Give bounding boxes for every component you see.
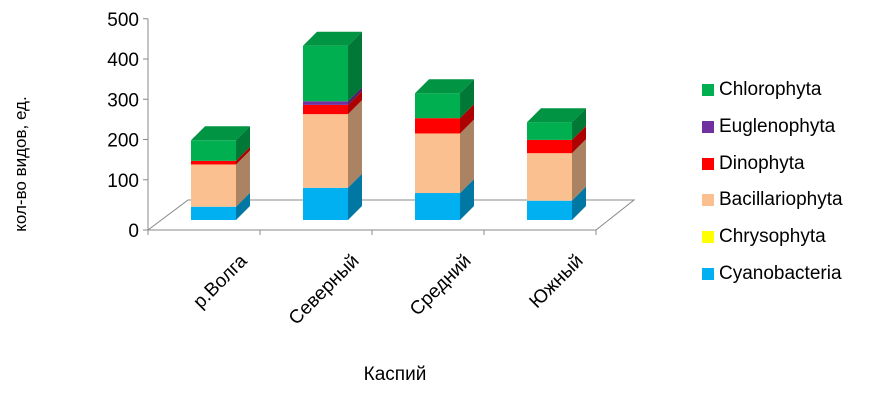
y-tick-label: 100	[107, 171, 139, 192]
legend-swatch	[702, 267, 714, 280]
bar-chlorophyta-front	[303, 45, 348, 102]
legend-item: Euglenophyta	[702, 109, 896, 146]
bar-dinophyta-front	[303, 104, 348, 115]
bar-bacillariophyta-side	[236, 150, 250, 207]
x-tick-label: Северный	[285, 251, 364, 330]
bar-bacillariophyta-front	[527, 153, 572, 201]
legend-label: Cyanobacteria	[719, 262, 842, 284]
legend-label: Chrysophyta	[719, 226, 826, 248]
y-tick-label: 0	[128, 221, 139, 242]
bar-cyanobacteria-front	[527, 200, 572, 220]
legend-item: Chlorophyta	[702, 72, 896, 109]
bar-euglenophyta-front	[303, 101, 348, 105]
legend: Chlorophyta Euglenophyta Dinophyta Bacillar…	[702, 72, 896, 292]
legend-swatch	[702, 231, 714, 244]
x-tick-label: р.Волга	[189, 250, 251, 312]
y-tick-label: 500	[107, 10, 139, 31]
legend-swatch	[702, 157, 714, 170]
bar-dinophyta-side	[236, 146, 250, 165]
legend-item: Dinophyta	[702, 145, 896, 182]
bar-chlorophyta-front	[191, 140, 236, 161]
y-tick-label: 300	[107, 90, 139, 111]
bar-dinophyta-side	[572, 125, 586, 154]
bar-euglenophyta-side	[348, 87, 362, 105]
legend-swatch	[702, 194, 714, 207]
bar-bacillariophyta-side	[572, 139, 586, 201]
bar-bacillariophyta-front	[415, 133, 460, 194]
bar-bacillariophyta-side	[348, 100, 362, 188]
x-tick-label: Южный	[526, 251, 588, 313]
legend-label: Chlorophyta	[719, 79, 822, 101]
bar-cyanobacteria-side	[572, 186, 586, 220]
bar-dinophyta-side	[348, 90, 362, 115]
bar-chlorophyta-front	[415, 93, 460, 119]
y-axis-title: кол-во видов, ед.	[11, 96, 30, 232]
bar-chlorophyta-side	[572, 108, 586, 140]
bar-cyanobacteria-side	[236, 192, 250, 220]
legend-label: Dinophyta	[719, 152, 805, 174]
legend-item: Cyanobacteria	[702, 255, 896, 292]
bar-chlorophyta-top	[191, 126, 250, 141]
chart-floor	[146, 199, 636, 231]
bar-cyanobacteria-front	[191, 206, 236, 220]
legend-item: Bacillariophyta	[702, 182, 896, 219]
bar-bacillariophyta-side	[460, 119, 474, 194]
bar-dinophyta-side	[460, 104, 474, 134]
legend-swatch	[702, 84, 714, 97]
bar-cyanobacteria-side	[460, 179, 474, 220]
bar-bacillariophyta-front	[191, 164, 236, 207]
x-axis-title: Каспий	[363, 364, 427, 385]
bar-bacillariophyta-front	[303, 114, 348, 188]
bar-chlorophyta-front	[527, 122, 572, 140]
legend-label: Euglenophyta	[719, 116, 836, 138]
bar-chlorophyta-side	[236, 126, 250, 161]
bar-chlorophyta-top	[303, 31, 362, 46]
bar-cyanobacteria-front	[303, 187, 348, 220]
bar-chlorophyta-top	[415, 79, 474, 94]
y-tick-label: 400	[107, 50, 139, 71]
x-tick-label: Средний	[406, 251, 475, 320]
bar-cyanobacteria-side	[348, 173, 362, 220]
bar-chlorophyta-top	[527, 108, 586, 123]
bar-chlorophyta-side	[348, 31, 362, 102]
bar-dinophyta-front	[527, 139, 572, 154]
y-tick-label: 200	[107, 131, 139, 152]
legend-item: Chrysophyta	[702, 219, 896, 256]
bar-chlorophyta-side	[460, 79, 474, 119]
bar-cyanobacteria-front	[415, 193, 460, 220]
bar-dinophyta-front	[415, 118, 460, 134]
legend-label: Bacillariophyta	[719, 189, 843, 211]
bar-dinophyta-front	[191, 160, 236, 165]
legend-swatch	[702, 121, 714, 134]
